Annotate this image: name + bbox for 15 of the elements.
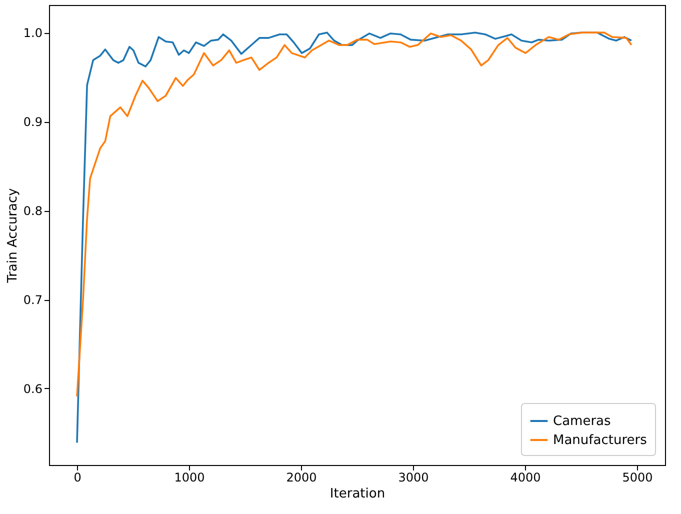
legend-label: Cameras [553, 414, 612, 429]
x-tick-label: 2000 [286, 470, 317, 484]
legend-label: Manufacturers [553, 433, 648, 448]
x-axis-title: Iteration [330, 486, 386, 502]
y-axis-title: Train Accuracy [5, 188, 20, 284]
x-tick-label: 0 [74, 470, 82, 484]
y-tick-label: 1.0 [23, 26, 42, 40]
y-tick-label: 0.8 [23, 204, 42, 218]
y-tick-label: 0.9 [23, 115, 42, 130]
x-tick-label: 5000 [622, 470, 653, 484]
y-tick-label: 0.7 [23, 293, 42, 308]
x-tick-label: 3000 [398, 470, 429, 484]
x-tick-label: 4000 [510, 470, 541, 484]
x-tick-label: 1000 [174, 470, 205, 484]
y-tick-label: 0.6 [23, 382, 42, 396]
